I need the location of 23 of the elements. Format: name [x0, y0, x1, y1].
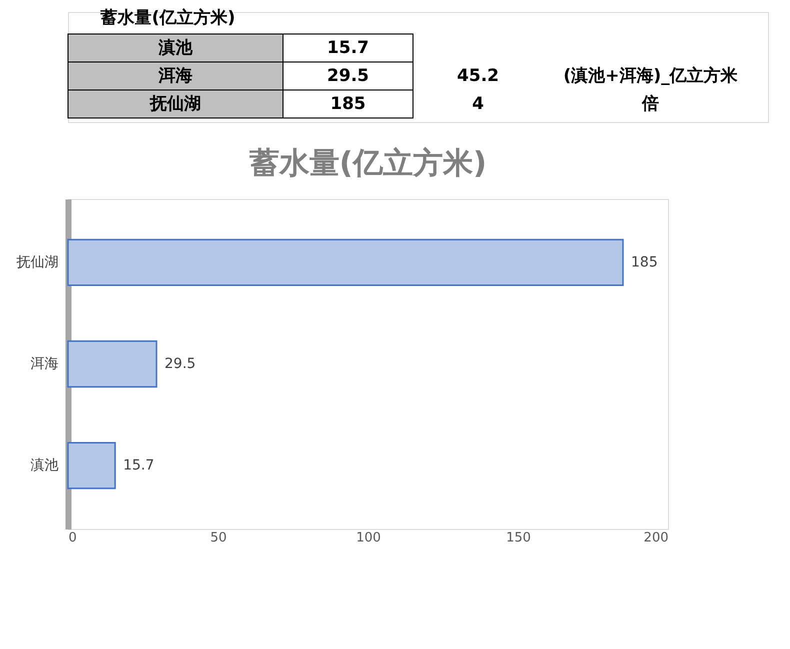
- x-tick-label: 50: [210, 530, 227, 546]
- text: 15.7: [327, 38, 369, 58]
- text: 29.5: [327, 66, 369, 86]
- x-tick-label: 200: [644, 530, 668, 546]
- category-label: 滇池: [158, 38, 192, 58]
- x-tick-label: 150: [506, 530, 531, 546]
- y-tick-label: 抚仙湖: [16, 254, 58, 270]
- text: 蓄水量(亿立方米): [100, 8, 236, 28]
- category-label: 洱海: [158, 66, 192, 86]
- y-tick-label: 洱海: [30, 356, 58, 372]
- text: 倍: [641, 94, 659, 114]
- text: 185: [330, 94, 366, 114]
- category-label: 抚仙湖: [150, 94, 201, 114]
- text: (滇池+洱海)_亿立方米: [563, 66, 739, 86]
- text: 45.2: [457, 66, 499, 86]
- x-tick-label: 0: [68, 530, 77, 546]
- x-tick-label: 100: [356, 530, 381, 546]
- text: 4: [472, 94, 484, 114]
- data-label: 15.7: [123, 458, 154, 474]
- chart-title: 蓄水量(亿立方米): [248, 146, 487, 181]
- data-label: 29.5: [164, 356, 196, 372]
- data-label: 185: [631, 254, 658, 270]
- y-tick-label: 滇池: [30, 458, 58, 474]
